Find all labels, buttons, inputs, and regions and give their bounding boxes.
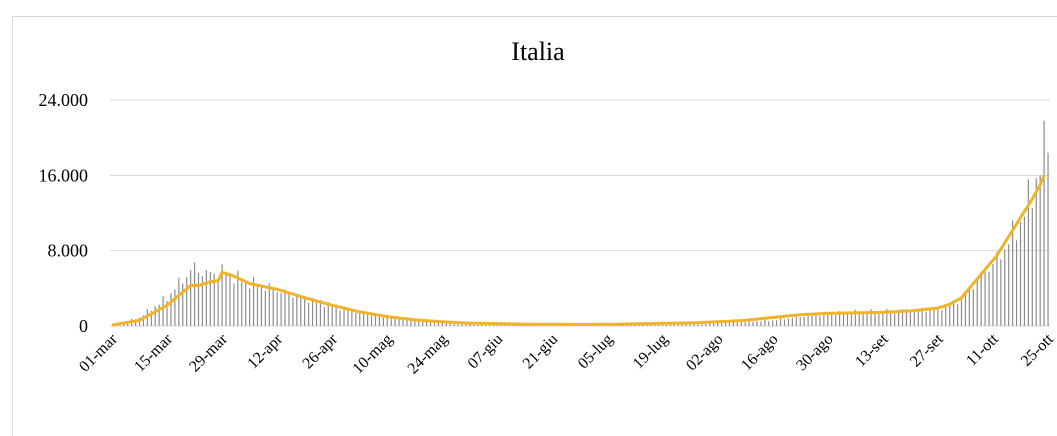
moving-average-line [111, 174, 1046, 327]
x-tick-label: 24-mag [405, 331, 452, 378]
x-tick-label: 30-ago [793, 331, 836, 374]
x-axis-tick-labels: 01-mar 15-mar 29-mar 12-apr 26-apr 10-mag 24-m… [76, 330, 1057, 377]
x-tick-label: 02-ago [683, 331, 726, 374]
y-tick-label: 8.000 [48, 241, 89, 261]
y-tick-label: 24.000 [39, 90, 89, 110]
daily-cases-bars [111, 120, 1049, 326]
chart-title: Italia [511, 37, 565, 66]
y-tick-label: 16.000 [39, 165, 89, 185]
x-tick-label: 11-ott [963, 330, 1002, 369]
x-tick-label: 13-set [852, 330, 892, 370]
x-tick-label: 05-lug [575, 331, 617, 373]
x-tick-label: 29-mar [186, 330, 231, 375]
grid-lines [110, 99, 1050, 327]
y-axis-tick-labels: 0 8.000 16.000 24.000 [39, 90, 89, 336]
x-tick-label: 16-ago [738, 331, 781, 374]
x-tick-label: 12-apr [244, 330, 286, 372]
x-tick-label: 26-apr [299, 330, 341, 372]
x-tick-label: 19-lug [630, 331, 672, 373]
x-tick-label: 10-mag [350, 331, 397, 378]
y-tick-label: 0 [79, 316, 88, 336]
x-tick-label: 01-mar [76, 330, 121, 375]
chart-frame [12, 16, 1057, 436]
x-tick-label: 21-giu [520, 331, 562, 373]
x-tick-label: 25-ott [1018, 330, 1057, 369]
x-tick-label: 27-set [907, 330, 947, 370]
x-tick-label: 07-giu [465, 331, 507, 373]
covid-cases-chart: 0 8.000 16.000 24.000 01-mar 15-mar 29-mar 12-… [39, 37, 1057, 377]
x-tick-label: 15-mar [131, 330, 176, 375]
moving-average-line-group [111, 174, 1046, 327]
